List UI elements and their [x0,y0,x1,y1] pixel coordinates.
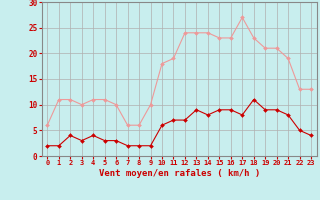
X-axis label: Vent moyen/en rafales ( km/h ): Vent moyen/en rafales ( km/h ) [99,169,260,178]
